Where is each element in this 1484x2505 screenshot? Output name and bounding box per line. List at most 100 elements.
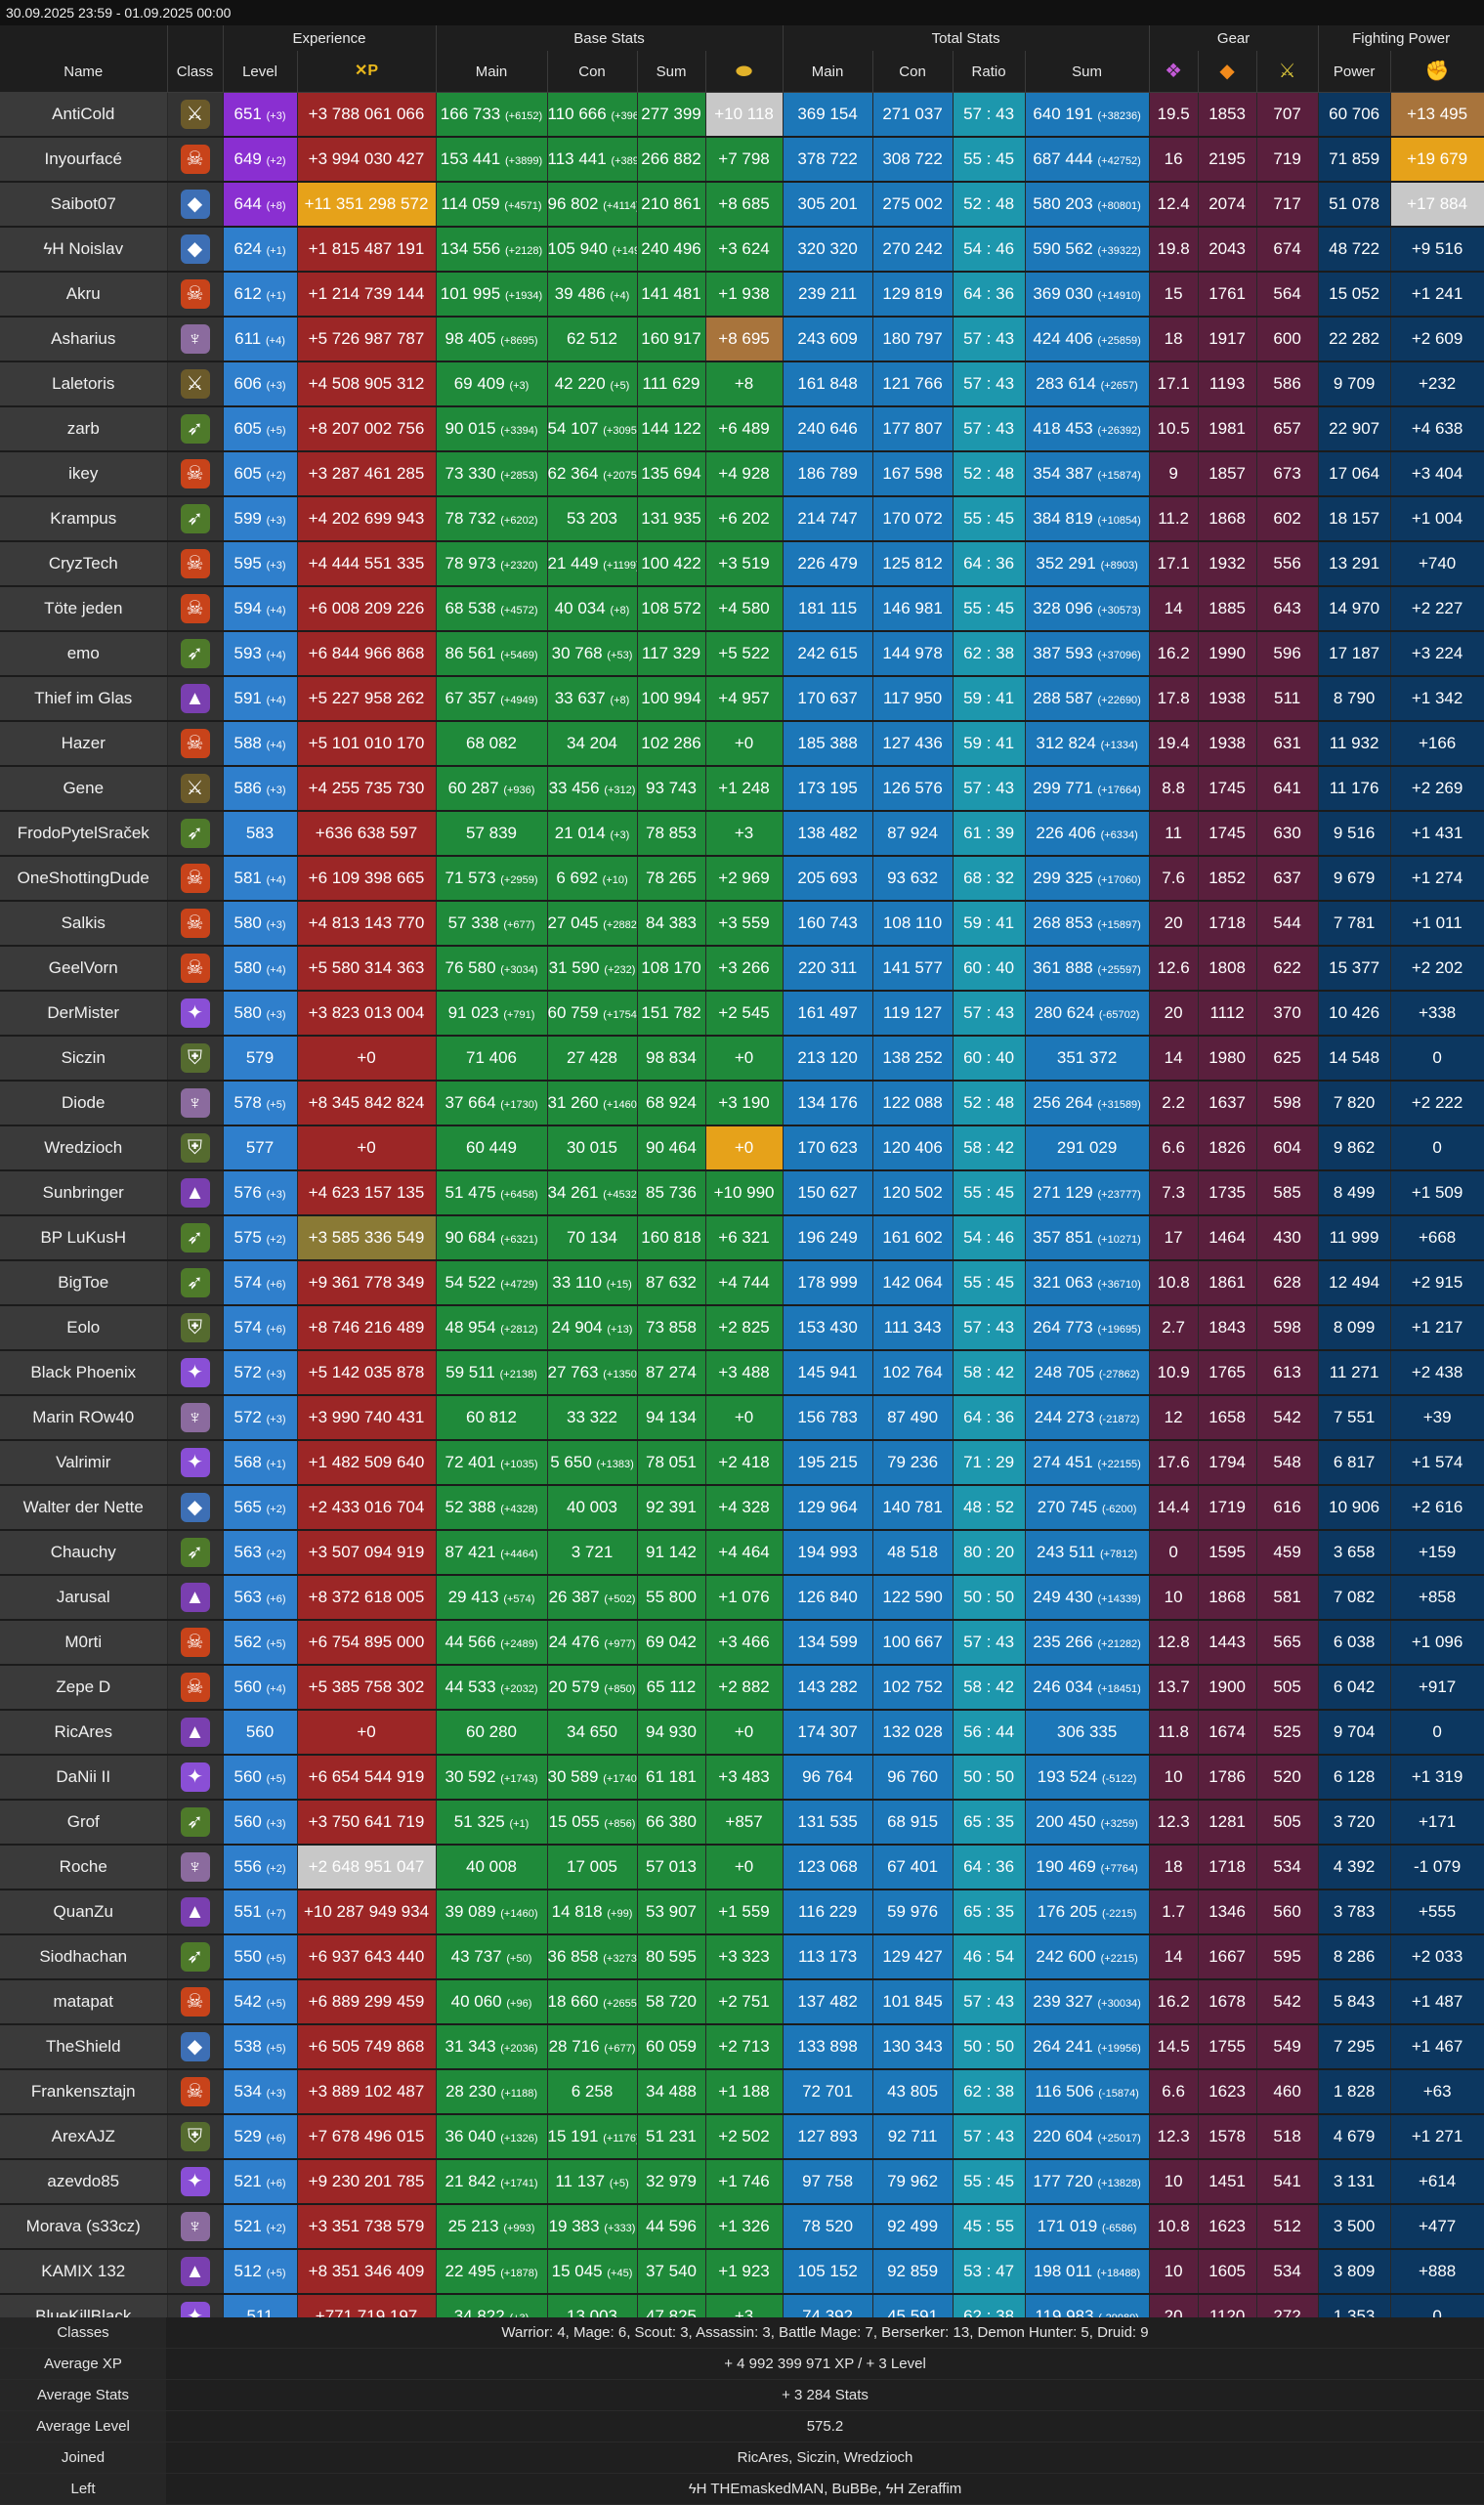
player-name: DerMister	[0, 991, 168, 1037]
summary-row-joined: Joined RicAres, Siczin, Wredzioch	[0, 2442, 1484, 2474]
xp-gain-cell-value: +3 994 030 427	[308, 149, 425, 168]
table-row[interactable]: BP LuKusH ➶ 575 (+2) +3 585 336 549 90 684 (…	[0, 1215, 1484, 1261]
table-row[interactable]: Saibot07 ◆ 644 (+8) +11 351 298 572 114 059 …	[0, 182, 1484, 228]
total-con-column-header[interactable]: Con	[872, 51, 954, 93]
table-row[interactable]: Wredzioch ⛨ 577 +0 60 449 30 015 90 464 +0 170 6…	[0, 1125, 1484, 1171]
level-cell-delta: (+3)	[266, 560, 286, 572]
total-main-cell: 116 229	[783, 1889, 873, 1935]
table-row[interactable]: Jarusal ▲ 563 (+6) +8 372 618 005 29 413 (+5…	[0, 1575, 1484, 1621]
base-main-column-header[interactable]: Main	[436, 51, 548, 93]
base-sum-column-header[interactable]: Sum	[637, 51, 706, 93]
table-row[interactable]: Töte jeden ☠ 594 (+4) +6 008 209 226 68 538 …	[0, 586, 1484, 632]
table-row[interactable]: DaNii II ✦ 560 (+5) +6 654 544 919 30 592 (+…	[0, 1755, 1484, 1801]
total-sum-cell: 190 469 (+7764)	[1025, 1845, 1150, 1890]
table-row[interactable]: ArexAJZ ⛨ 529 (+6) +7 678 496 015 36 040 (+1…	[0, 2114, 1484, 2160]
table-row[interactable]: BigToe ➶ 574 (+6) +9 361 778 349 54 522 (+47…	[0, 1260, 1484, 1306]
table-row[interactable]: TheShield ◆ 538 (+5) +6 505 749 868 31 343 (…	[0, 2024, 1484, 2070]
table-row[interactable]: FrodoPytelSraček ➶ 583 +636 638 597 57 839 21…	[0, 811, 1484, 857]
base-sum-cell-value: 32 979	[646, 2172, 698, 2190]
total-main-column-header[interactable]: Main	[783, 51, 873, 93]
table-row[interactable]: CryzTech ☠ 595 (+3) +4 444 551 335 78 973 (+…	[0, 541, 1484, 587]
total-ratio-column-header[interactable]: Ratio	[953, 51, 1026, 93]
demon-skull-icon: ☠	[180, 594, 210, 623]
table-row[interactable]: Walter der Nette ◆ 565 (+2) +2 433 016 704 5…	[0, 1485, 1484, 1531]
name-column-header[interactable]: Name	[0, 51, 168, 93]
table-row[interactable]: Valrimir ✦ 568 (+1) +1 482 509 640 72 401 (+…	[0, 1440, 1484, 1486]
total-main-cell-value: 113 173	[797, 1947, 858, 1966]
player-name-value: Diode	[62, 1093, 106, 1112]
power-column-header[interactable]: Power	[1318, 51, 1391, 93]
table-row[interactable]: ikey ☠ 605 (+2) +3 287 461 285 73 330 (+2853…	[0, 451, 1484, 497]
table-row[interactable]: matapat ☠ 542 (+5) +6 889 299 459 40 060 (+9…	[0, 1979, 1484, 2025]
table-row[interactable]: Eolo ⛨ 574 (+6) +8 746 216 489 48 954 (+2812…	[0, 1305, 1484, 1351]
gear-sword-cell: 520	[1256, 1755, 1319, 1801]
level-column-header[interactable]: Level	[223, 51, 298, 93]
table-row[interactable]: M0rti ☠ 562 (+5) +6 754 895 000 44 566 (+248…	[0, 1620, 1484, 1666]
power-cell-value: 15 377	[1329, 958, 1380, 977]
gear-sword-column-header[interactable]: ⚔	[1256, 51, 1319, 93]
table-row[interactable]: DerMister ✦ 580 (+3) +3 823 013 004 91 023 (…	[0, 991, 1484, 1037]
base-con-cell: 105 940 (+1496)	[547, 227, 638, 273]
table-row[interactable]: azevdo85 ✦ 521 (+6) +9 230 201 785 21 842 (+…	[0, 2159, 1484, 2205]
base-gain-cell-value: +3 266	[718, 958, 770, 977]
base-main-cell-delta: (+2036)	[500, 2043, 538, 2055]
gear-gem-cell: 1786	[1198, 1755, 1257, 1801]
total-sum-cell-delta: (+37096)	[1097, 650, 1141, 661]
base-sum-cell-value: 108 170	[641, 958, 701, 977]
table-row[interactable]: OneShottingDude ☠ 581 (+4) +6 109 398 665 71…	[0, 856, 1484, 902]
total-sum-cell-value: 328 096	[1033, 599, 1093, 617]
base-con-column-header[interactable]: Con	[547, 51, 638, 93]
table-row[interactable]: Zepe D ☠ 560 (+4) +5 385 758 302 44 533 (+20…	[0, 1665, 1484, 1711]
table-row[interactable]: zarb ➶ 605 (+5) +8 207 002 756 90 015 (+3394…	[0, 406, 1484, 452]
base-gold-column-header[interactable]: ⬬	[705, 51, 784, 93]
table-row[interactable]: Siodhachan ➶ 550 (+5) +6 937 643 440 43 737 …	[0, 1934, 1484, 1980]
player-name-value: Roche	[59, 1857, 107, 1876]
table-row[interactable]: Frankensztajn ☠ 534 (+3) +3 889 102 487 28 2…	[0, 2069, 1484, 2115]
power-cell-value: 17 064	[1329, 464, 1380, 483]
table-row[interactable]: RicAres ▲ 560 +0 60 280 34 650 94 930 +0 174 307…	[0, 1710, 1484, 1756]
power-delta-column-header[interactable]: ✊	[1390, 51, 1484, 93]
table-row[interactable]: emo ➶ 593 (+4) +6 844 966 868 86 561 (+5469)…	[0, 631, 1484, 677]
table-row[interactable]: Chauchy ➶ 563 (+2) +3 507 094 919 87 421 (+4…	[0, 1530, 1484, 1576]
gear-crystal-cell: 12.8	[1149, 1620, 1199, 1666]
table-row[interactable]: Hazer ☠ 588 (+4) +5 101 010 170 68 082 34 204…	[0, 721, 1484, 767]
level-cell-value: 560	[245, 1722, 275, 1741]
table-row[interactable]: Asharius ♆ 611 (+4) +5 726 987 787 98 405 (+…	[0, 317, 1484, 362]
table-row[interactable]: Thief im Glas ▲ 591 (+4) +5 227 958 262 67 3…	[0, 676, 1484, 722]
table-row[interactable]: QuanZu ▲ 551 (+7) +10 287 949 934 39 089 (+1…	[0, 1889, 1484, 1935]
table-row[interactable]: Akru ☠ 612 (+1) +1 214 739 144 101 995 (+193…	[0, 272, 1484, 318]
table-row[interactable]: Morava (s33cz) ♆ 521 (+2) +3 351 738 579 25 …	[0, 2204, 1484, 2250]
power-delta-cell-value: +2 269	[1411, 779, 1463, 797]
table-row[interactable]: KAMIX 132 ▲ 512 (+5) +8 351 346 409 22 495 (…	[0, 2249, 1484, 2295]
table-row[interactable]: Grof ➶ 560 (+3) +3 750 641 719 51 325 (+1) 15…	[0, 1800, 1484, 1846]
base-con-cell: 27 045 (+2882)	[547, 901, 638, 947]
total-sum-column-header[interactable]: Sum	[1025, 51, 1150, 93]
gear-gem-column-header[interactable]: ◆	[1198, 51, 1257, 93]
xp-gain-cell-value: +0	[357, 1048, 376, 1067]
gear-gem-cell: 1464	[1198, 1215, 1257, 1261]
class-column-header[interactable]: Class	[167, 51, 224, 93]
table-row[interactable]: Inyourfacé ☠ 649 (+2) +3 994 030 427 153 441…	[0, 137, 1484, 183]
table-row[interactable]: Sunbringer ▲ 576 (+3) +4 623 157 135 51 475 …	[0, 1170, 1484, 1216]
table-row[interactable]: AntiCold ⚔ 651 (+3) +3 788 061 066 166 733 (…	[0, 92, 1484, 138]
table-row[interactable]: Siczin ⛨ 579 +0 71 406 27 428 98 834 +0 213 120 1…	[0, 1036, 1484, 1082]
base-gain-cell: +3 624	[705, 227, 784, 273]
player-name: ArexAJZ	[0, 2114, 168, 2160]
table-row[interactable]: Gene ⚔ 586 (+3) +4 255 735 730 60 287 (+936)…	[0, 766, 1484, 812]
table-row[interactable]: Black Phoenix ✦ 572 (+3) +5 142 035 878 59 5…	[0, 1350, 1484, 1396]
table-row[interactable]: Roche ♆ 556 (+2) +2 648 951 047 40 008 17 005…	[0, 1845, 1484, 1890]
table-row[interactable]: Marin ROw40 ♆ 572 (+3) +3 990 740 431 60 812…	[0, 1395, 1484, 1441]
base-main-cell-value: 90 684	[445, 1228, 496, 1247]
total-main-cell-value: 305 201	[797, 194, 858, 213]
table-row[interactable]: ϟH Noislav ◆ 624 (+1) +1 815 487 191 134 556…	[0, 227, 1484, 273]
xp-gain-cell: +6 505 749 868	[297, 2024, 437, 2070]
table-row[interactable]: GeelVorn ☠ 580 (+4) +5 580 314 363 76 580 (+…	[0, 946, 1484, 992]
table-row[interactable]: Diode ♆ 578 (+5) +8 345 842 824 37 664 (+173…	[0, 1081, 1484, 1126]
player-name: matapat	[0, 1979, 168, 2025]
xp-column-header[interactable]: ✕P	[297, 51, 437, 93]
table-row[interactable]: Krampus ➶ 599 (+3) +4 202 699 943 78 732 (+6…	[0, 496, 1484, 542]
gear-crystal-cell-value: 16.2	[1157, 1992, 1190, 2011]
table-row[interactable]: Salkis ☠ 580 (+3) +4 813 143 770 57 338 (+67…	[0, 901, 1484, 947]
gear-crystal-column-header[interactable]: ❖	[1149, 51, 1199, 93]
table-row[interactable]: Laletoris ⚔ 606 (+3) +4 508 905 312 69 409 (…	[0, 361, 1484, 407]
